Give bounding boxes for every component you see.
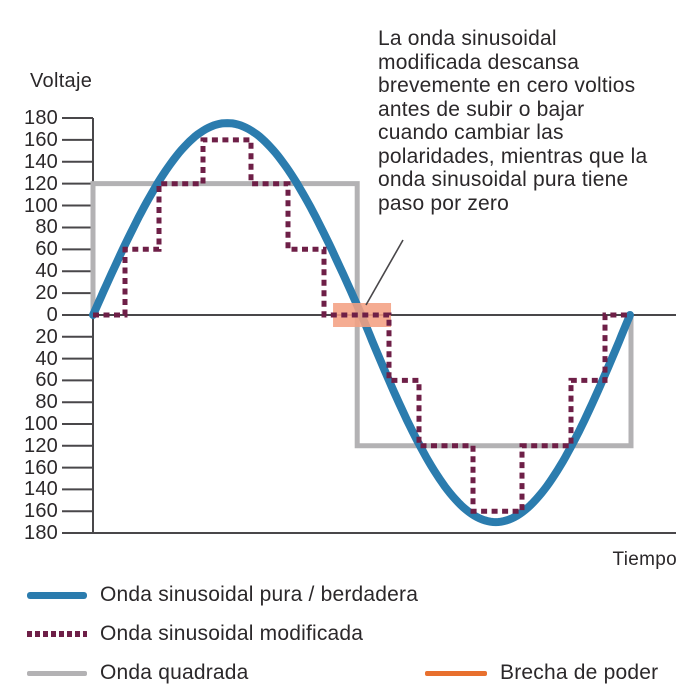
modified-sine-wave-swatch (27, 631, 87, 637)
legend-item-pure-sine-wave: Onda sinusoidal pura / berdadera (27, 583, 418, 607)
pure-sine-wave-swatch (27, 591, 87, 599)
legend-item-square-wave: Onda quadrada (27, 661, 249, 685)
y-axis-title: Voltaje (30, 70, 93, 92)
annotation-line-1: La onda sinusoidal (378, 27, 557, 50)
y-tick-label: 160 (24, 500, 58, 523)
power-gap-swatch (425, 670, 487, 676)
y-tick-label: 20 (35, 325, 58, 348)
legend-label-square-wave: Onda quadrada (100, 661, 249, 684)
legend-label-pure-sine-wave: Onda sinusoidal pura / berdadera (100, 583, 419, 606)
y-tick-label: 140 (24, 150, 58, 173)
y-tick-label: 20 (35, 282, 58, 305)
modified-sine-wave-path (93, 137, 630, 514)
annotation-line-5: cuando cambiar las (378, 121, 564, 144)
annotation-line-4: antes de subir o bajar (378, 97, 585, 121)
annotation-line-7: onda sinusoidal pura tiene (378, 168, 629, 191)
y-tick-label: 80 (35, 216, 58, 239)
y-tick-label: 100 (24, 413, 58, 435)
annotation-pointer-line (365, 239, 404, 306)
legend-item-power-gap: Brecha de poder (425, 661, 658, 685)
square-wave-swatch (27, 670, 87, 676)
annotation-line-3: brevemente en cero voltios (378, 74, 636, 97)
y-tick-label: 160 (24, 128, 58, 151)
annotation-line-6: polaridades, mientras que la (378, 144, 648, 168)
y-tick-label: 120 (24, 434, 58, 457)
legend-label-power-gap: Brecha de poder (500, 661, 659, 684)
y-tick-label: 40 (35, 347, 58, 370)
x-axis-title: Tiempo (612, 549, 677, 570)
y-tick-label: 180 (24, 107, 58, 129)
legend-label-modified-sine-wave: Onda sinusoidal modificada (100, 622, 364, 645)
y-tick-label: 160 (24, 456, 58, 479)
y-tick-label: 60 (35, 369, 58, 392)
y-tick-label: 80 (35, 391, 58, 414)
annotation-line-8: paso por zero (378, 191, 510, 215)
y-tick-label: 100 (24, 194, 58, 217)
y-tick-label: 60 (35, 238, 58, 261)
annotation-line-2: modificada descansa (378, 50, 580, 74)
y-tick-label: 40 (35, 260, 58, 283)
y-tick-label: 140 (24, 478, 58, 501)
y-tick-label: 0 (46, 304, 58, 326)
legend-item-modified-sine-wave: Onda sinusoidal modificada (27, 622, 363, 646)
y-tick-label: 180 (24, 522, 58, 544)
y-tick-label: 120 (24, 172, 58, 195)
annotation: La onda sinusoidal modificada descansa b… (378, 27, 647, 215)
